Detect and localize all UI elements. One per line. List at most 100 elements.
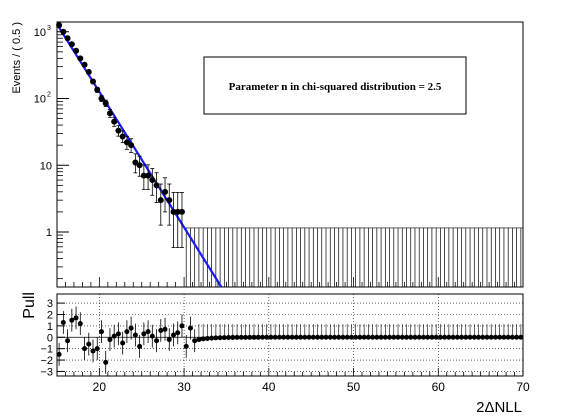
pull-point (132, 332, 138, 338)
pull-point (272, 334, 278, 340)
pull-point (509, 334, 515, 340)
main-fit-curve (56, 23, 223, 288)
pull-point (306, 334, 312, 340)
pull-point (454, 334, 460, 340)
pull-point (501, 334, 507, 340)
pull-point (120, 340, 126, 346)
pull-point (60, 319, 66, 325)
y-tick-label: 10 (40, 160, 52, 172)
pull-point (433, 334, 439, 340)
pull-y-tick-label: −2 (40, 355, 53, 367)
data-point (132, 159, 139, 166)
x-tick-label: 60 (432, 380, 446, 394)
pull-point (459, 334, 465, 340)
pull-point (145, 329, 151, 335)
pull-point (82, 346, 88, 352)
data-point (98, 95, 105, 102)
pull-point (476, 334, 482, 340)
data-point (81, 61, 88, 68)
data-point (178, 208, 185, 215)
pull-y-tick-label: −1 (40, 344, 53, 356)
legend-box (203, 56, 467, 115)
pull-point (399, 334, 405, 340)
data-point (123, 139, 130, 146)
pull-point (281, 334, 287, 340)
pull-point (416, 334, 422, 340)
data-point (106, 110, 113, 117)
pull-point (217, 335, 223, 341)
pull-point (471, 334, 477, 340)
y-tick-label: 10 (34, 94, 46, 106)
pull-point (183, 343, 189, 349)
pull-point (86, 341, 92, 347)
data-point (64, 35, 71, 42)
pull-data-points (56, 306, 524, 374)
pull-point (107, 337, 113, 343)
pull-point (196, 337, 202, 343)
pull-point (437, 334, 443, 340)
pull-point (268, 334, 274, 340)
data-point (170, 208, 177, 215)
data-point (166, 197, 173, 204)
pull-point (56, 351, 62, 357)
pull-point (221, 335, 227, 341)
pull-point (412, 334, 418, 340)
pull-point (315, 334, 321, 340)
pull-point (488, 334, 494, 340)
pull-point (442, 334, 448, 340)
pull-point (98, 329, 104, 335)
y-tick-exponent: 2 (47, 92, 51, 99)
pull-point (247, 334, 253, 340)
legend: Parameter n in chi-squared distribution … (203, 56, 467, 115)
pull-point (141, 331, 147, 337)
pull-point (251, 334, 257, 340)
x-tick-label: 70 (516, 380, 530, 394)
data-point (56, 22, 63, 29)
pull-y-axis-label: Pull (21, 292, 38, 319)
pull-point (357, 334, 363, 340)
pull-point (370, 334, 376, 340)
pull-point (69, 317, 75, 323)
data-point (94, 86, 101, 93)
data-point (85, 68, 92, 75)
data-point (73, 47, 80, 54)
pull-point (255, 334, 261, 340)
x-tick-label: 40 (262, 380, 276, 394)
main-data-points (56, 22, 185, 248)
pull-point (395, 334, 401, 340)
pull-y-tick-label: 0 (47, 332, 53, 344)
pull-point (243, 334, 249, 340)
data-point (162, 188, 169, 195)
pull-point (336, 334, 342, 340)
pull-point (446, 334, 452, 340)
pull-point (425, 334, 431, 340)
data-point (149, 177, 156, 184)
legend-text: Parameter n in chi-squared distribution … (229, 81, 442, 93)
pull-point (103, 359, 109, 365)
pull-point (204, 335, 210, 341)
pull-point (378, 334, 384, 340)
pull-point (73, 315, 79, 321)
pull-point (327, 334, 333, 340)
data-point (111, 118, 118, 125)
data-point (77, 55, 84, 62)
pull-point (497, 334, 503, 340)
pull-point (480, 334, 486, 340)
x-tick-label: 50 (347, 380, 361, 394)
y-tick-exponent: 3 (47, 25, 51, 32)
pull-point (162, 326, 168, 332)
pull-point (404, 334, 409, 340)
pull-point (285, 334, 291, 340)
pull-point (158, 327, 164, 333)
pull-point (382, 334, 388, 340)
pull-point (234, 334, 240, 340)
pull-point (302, 334, 308, 340)
pull-point (226, 334, 232, 340)
pull-point (323, 334, 329, 340)
pull-point (340, 334, 346, 340)
pull-point (331, 334, 337, 340)
pull-point (348, 334, 354, 340)
pull-point (365, 334, 371, 340)
